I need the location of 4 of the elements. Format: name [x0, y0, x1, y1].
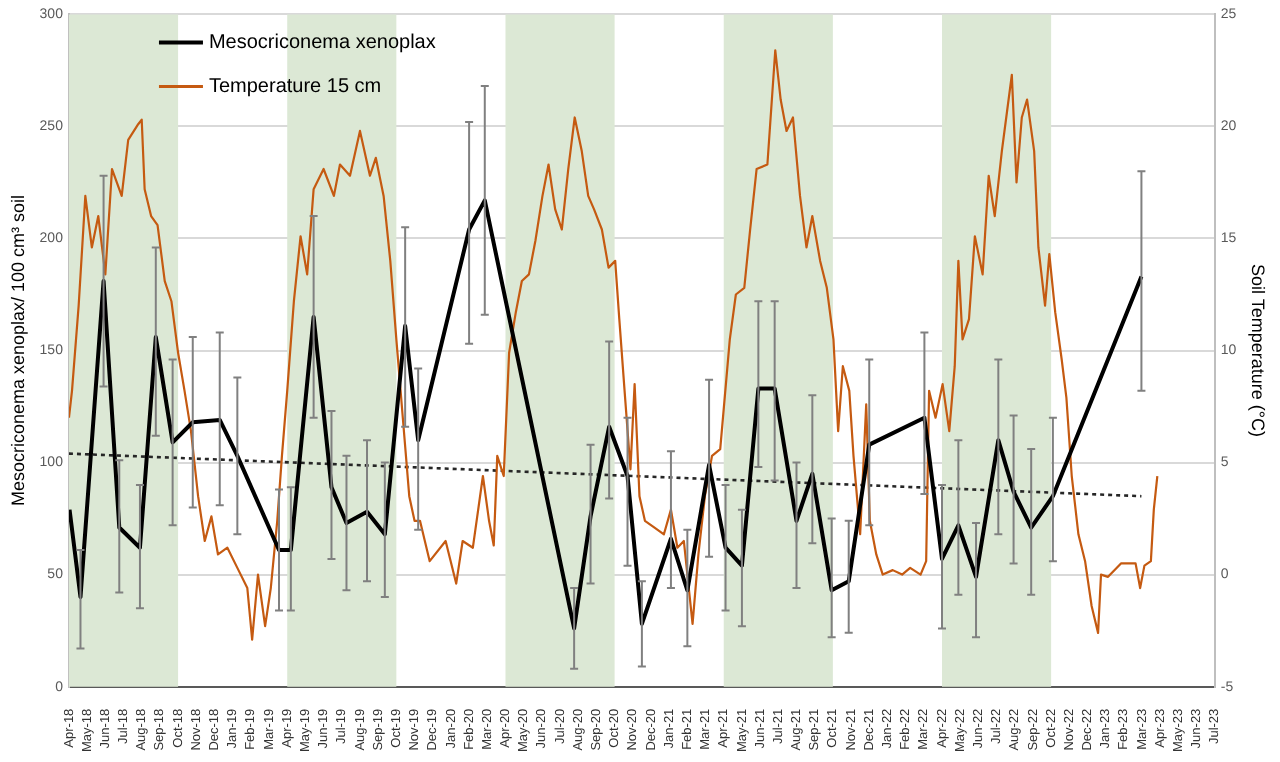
y-axis-title: Mesocriconema xenoplax/ 100 cm³ soil — [7, 194, 28, 507]
legend-label: Mesocriconema xenoplax — [208, 31, 436, 54]
legend-label: Temperature 15 cm — [208, 75, 382, 98]
y2-axis-title: Soil Temperature (°C) — [1248, 264, 1269, 437]
